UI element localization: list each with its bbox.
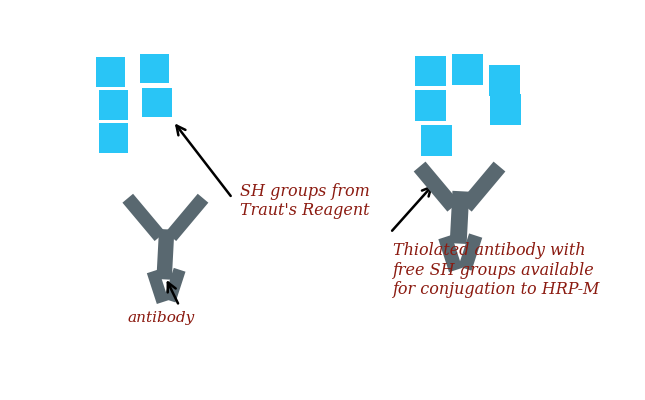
Bar bbox=[143, 88, 172, 117]
Polygon shape bbox=[156, 229, 174, 280]
Bar bbox=[415, 56, 446, 86]
Text: Thiolated antibody with
free SH groups available
for conjugation to HRP-M: Thiolated antibody with free SH groups a… bbox=[393, 242, 600, 298]
Polygon shape bbox=[413, 162, 459, 212]
Bar bbox=[452, 54, 482, 85]
Polygon shape bbox=[123, 194, 165, 241]
Bar bbox=[96, 57, 125, 86]
Polygon shape bbox=[459, 234, 482, 271]
Polygon shape bbox=[439, 235, 462, 272]
Polygon shape bbox=[164, 268, 186, 302]
Polygon shape bbox=[147, 270, 168, 304]
Bar bbox=[415, 90, 446, 121]
Polygon shape bbox=[460, 162, 506, 212]
Bar bbox=[489, 65, 520, 96]
Bar bbox=[99, 124, 128, 153]
Text: SH groups from
Traut's Reagent: SH groups from Traut's Reagent bbox=[240, 183, 370, 219]
Bar bbox=[490, 94, 521, 125]
Polygon shape bbox=[450, 191, 470, 244]
Polygon shape bbox=[166, 194, 208, 241]
Bar bbox=[140, 54, 169, 84]
Text: antibody: antibody bbox=[128, 311, 195, 325]
Bar bbox=[99, 90, 128, 120]
Bar bbox=[421, 125, 452, 156]
